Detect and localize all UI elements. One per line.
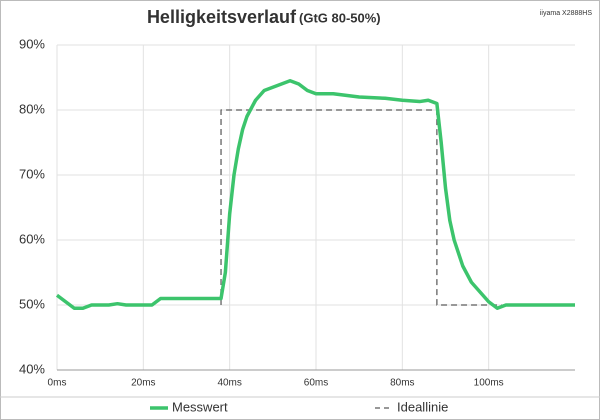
chart-subtitle: (GtG 80-50%) [299,10,381,25]
y-tick-label: 70% [19,166,45,181]
series-line [55,79,575,310]
y-tick-label: 60% [19,231,45,246]
y-tick-label: 50% [19,296,45,311]
x-tick-label: 20ms [131,378,155,389]
annotation: iiyama X2888HS [540,10,592,17]
x-tick-label: 60ms [304,378,328,389]
y-tick-label: 40% [19,361,45,376]
legend-label: Messwert [172,399,228,414]
y-tick-label: 90% [19,36,45,51]
x-tick-label: 100ms [474,378,504,389]
y-tick-label: 80% [19,101,45,116]
x-tick-label: 40ms [217,378,241,389]
x-tick-label: 0ms [48,378,67,389]
chart-title: Helligkeitsverlauf [147,7,297,27]
legend-label: Ideallinie [397,399,448,414]
x-tick-label: 80ms [390,378,414,389]
